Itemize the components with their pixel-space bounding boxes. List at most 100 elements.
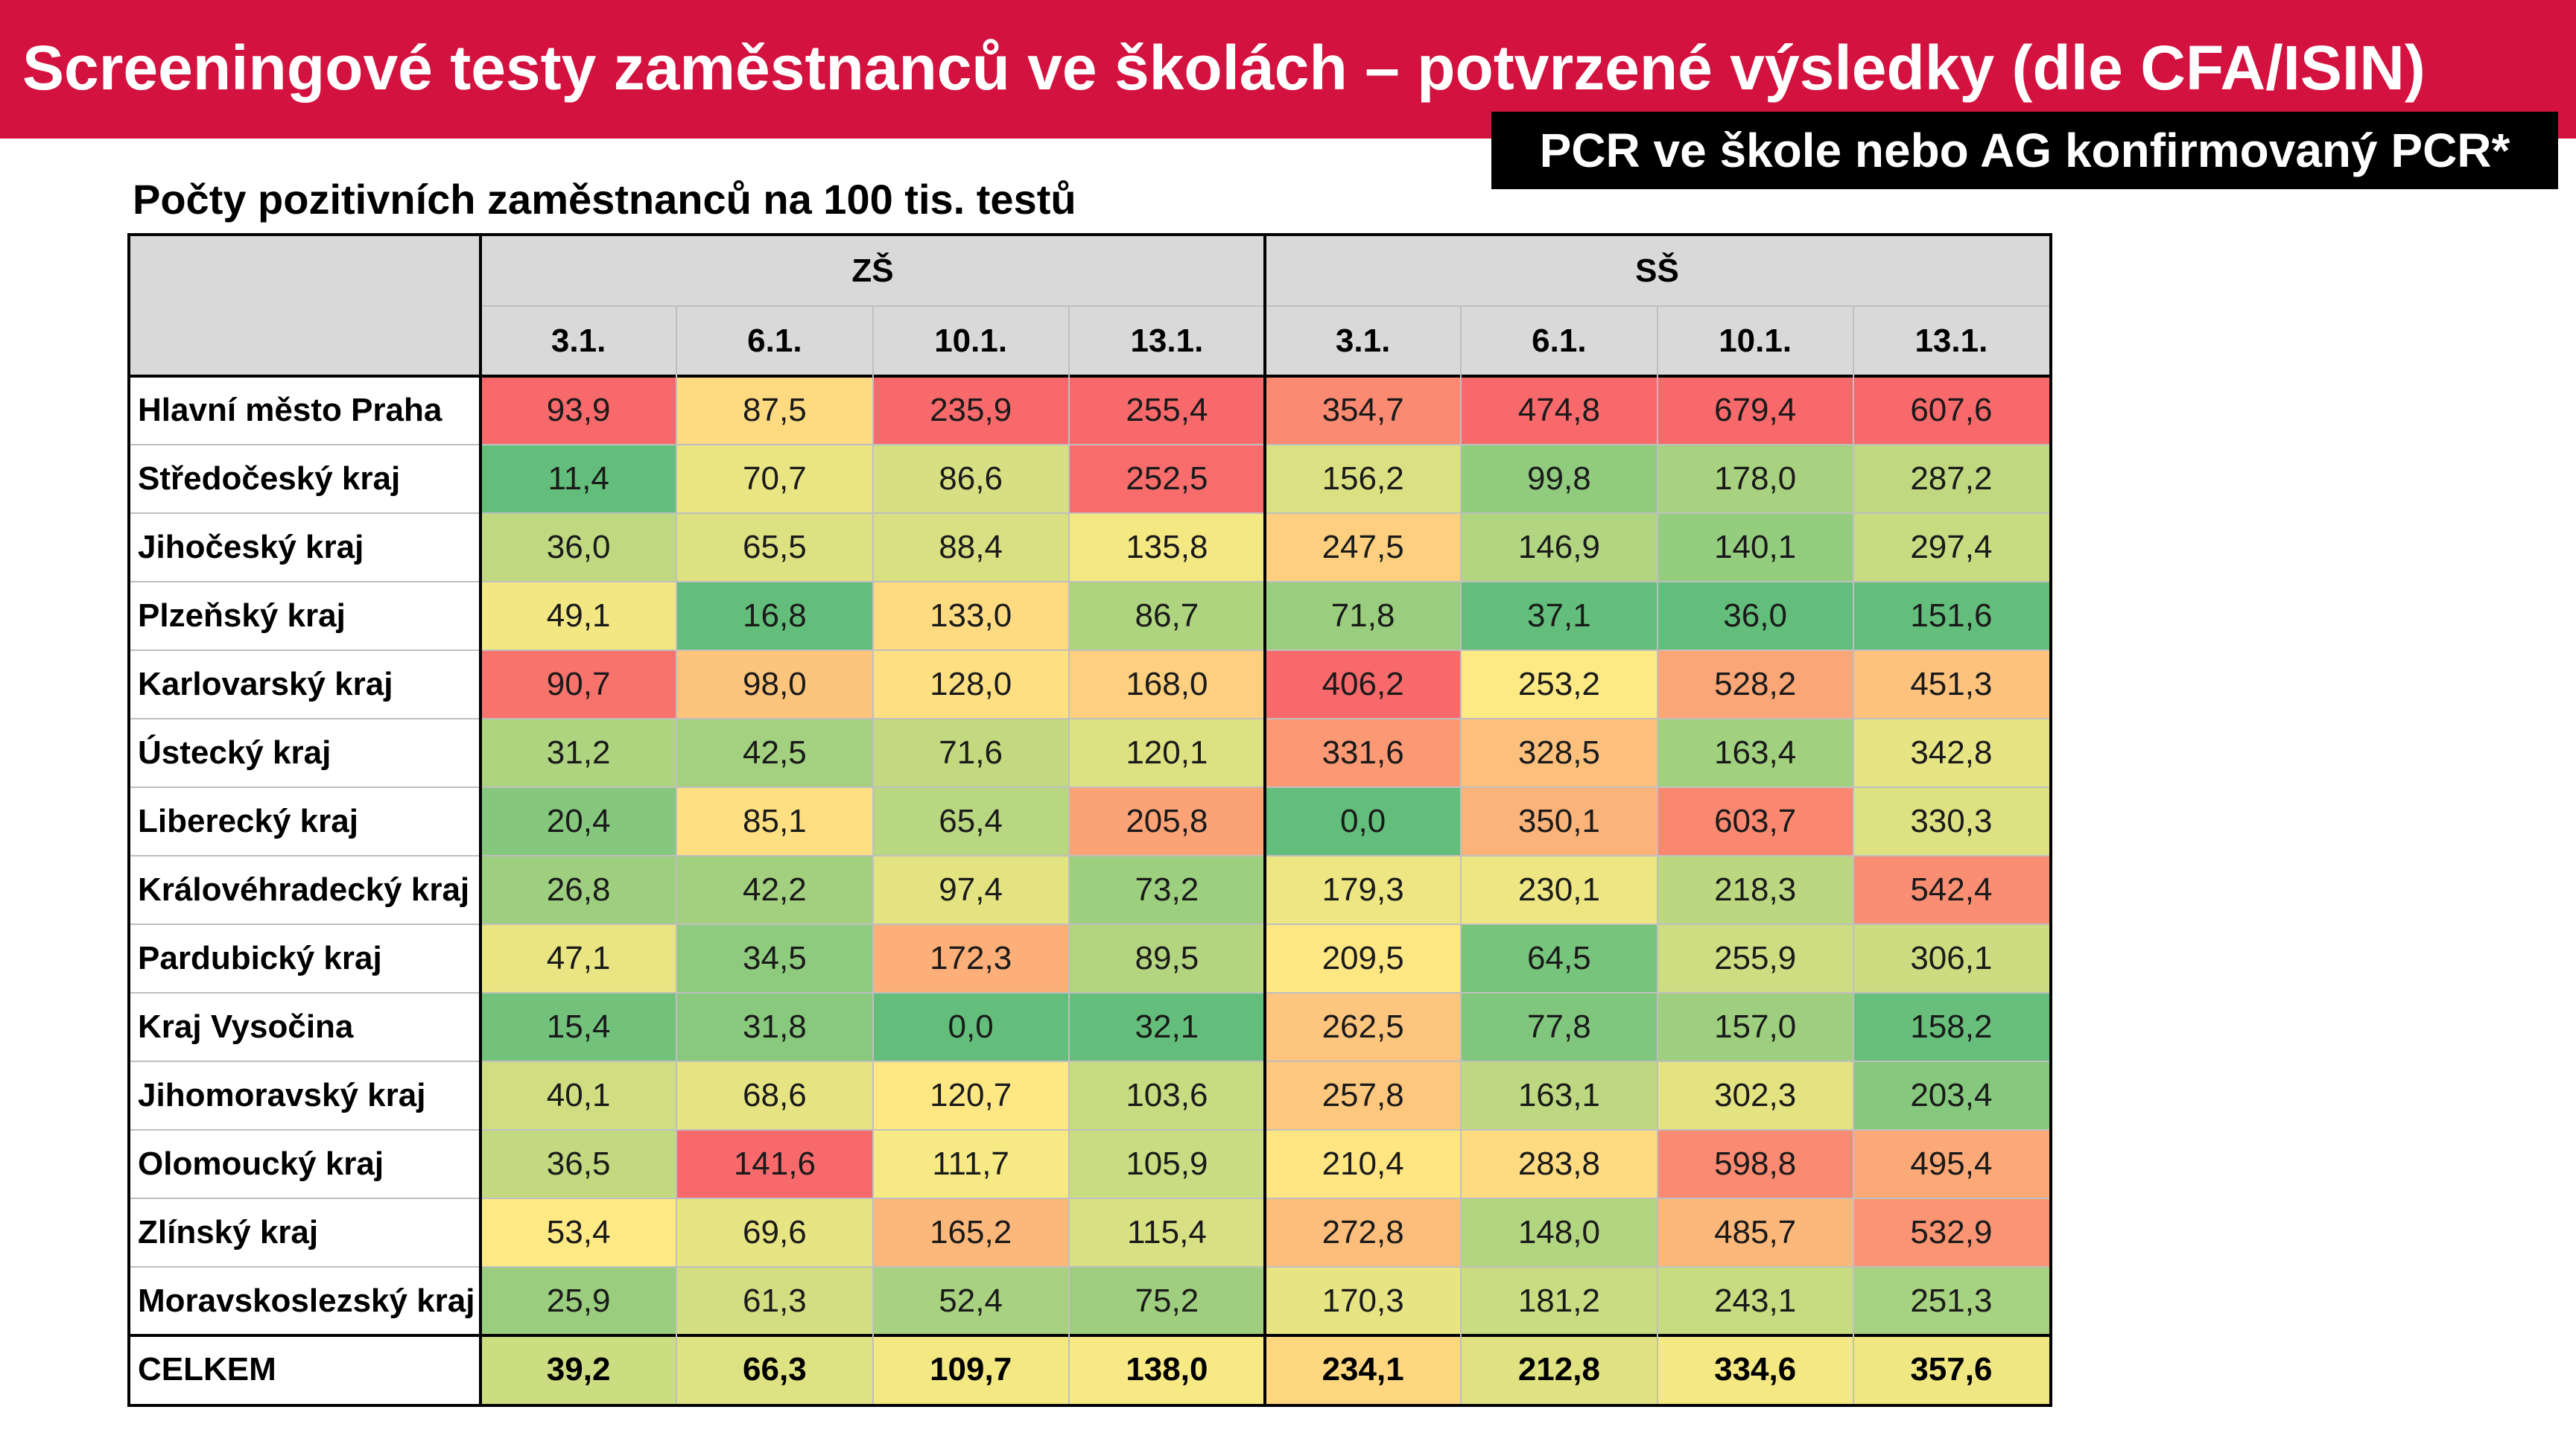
- heatmap-value-cell: 158,2: [1853, 993, 2049, 1061]
- heatmap-value-cell: 528,2: [1657, 650, 1853, 719]
- total-value-cell: 66,3: [676, 1335, 873, 1404]
- corner-header-cell: [130, 236, 480, 376]
- total-value-cell: 39,2: [480, 1335, 677, 1404]
- heatmap-value-cell: 474,8: [1461, 376, 1657, 445]
- row-divider: [130, 1198, 2049, 1199]
- heatmap-value-cell: 99,8: [1461, 445, 1657, 513]
- heatmap-value-cell: 178,0: [1657, 445, 1853, 513]
- total-value-cell: 357,6: [1853, 1335, 2049, 1404]
- heatmap-value-cell: 115,4: [1068, 1198, 1265, 1267]
- heatmap-value-cell: 65,5: [676, 513, 873, 582]
- heatmap-value-cell: 406,2: [1265, 650, 1462, 719]
- heatmap-value-cell: 495,4: [1853, 1130, 2049, 1198]
- heatmap-value-cell: 73,2: [1068, 856, 1265, 924]
- heatmap-value-cell: 257,8: [1265, 1061, 1462, 1130]
- heatmap-value-cell: 255,9: [1657, 924, 1853, 993]
- heatmap-value-cell: 85,1: [676, 787, 873, 856]
- heatmap-value-cell: 247,5: [1265, 513, 1462, 582]
- heatmap-value-cell: 542,4: [1853, 856, 2049, 924]
- heatmap-value-cell: 64,5: [1461, 924, 1657, 993]
- heatmap-value-cell: 68,6: [676, 1061, 873, 1130]
- heatmap-value-cell: 36,0: [1657, 582, 1853, 650]
- total-value-cell: 109,7: [872, 1335, 1069, 1404]
- heatmap-value-cell: 133,0: [872, 582, 1069, 650]
- row-divider: [130, 444, 2049, 445]
- heatmap-value-cell: 331,6: [1265, 719, 1462, 787]
- heatmap-value-cell: 163,1: [1461, 1061, 1657, 1130]
- heatmap-value-cell: 61,3: [676, 1267, 873, 1335]
- date-header: 3.1.: [480, 306, 677, 376]
- row-divider: [130, 1266, 2049, 1268]
- heatmap-value-cell: 31,2: [480, 719, 677, 787]
- heatmap-value-cell: 97,4: [872, 856, 1069, 924]
- heatmap-value-cell: 151,6: [1853, 582, 2049, 650]
- row-divider: [130, 718, 2049, 719]
- total-divider: [130, 1334, 2049, 1337]
- heatmap-value-cell: 485,7: [1657, 1198, 1853, 1267]
- total-value-cell: 334,6: [1657, 1335, 1853, 1404]
- date-header: 13.1.: [1068, 306, 1265, 376]
- heatmap-value-cell: 172,3: [872, 924, 1069, 993]
- group-divider: [1263, 236, 1266, 1404]
- column-divider: [1656, 306, 1658, 1404]
- method-badge: PCR ve škole nebo AG konfirmovaný PCR*: [1491, 112, 2558, 189]
- slide-title: Screeningové testy zaměstnanců ve školác…: [22, 33, 2426, 103]
- heatmap-value-cell: 330,3: [1853, 787, 2049, 856]
- heatmap-value-cell: 451,3: [1853, 650, 2049, 719]
- heatmap-value-cell: 87,5: [676, 376, 873, 445]
- heatmap-value-cell: 179,3: [1265, 856, 1462, 924]
- row-divider: [130, 992, 2049, 994]
- heatmap-value-cell: 272,8: [1265, 1198, 1462, 1267]
- row-divider: [130, 924, 2049, 925]
- date-header: 10.1.: [1657, 306, 1853, 376]
- heatmap-value-cell: 52,4: [872, 1267, 1069, 1335]
- heatmap-value-cell: 36,0: [480, 513, 677, 582]
- heatmap-value-cell: 53,4: [480, 1198, 677, 1267]
- heatmap-value-cell: 105,9: [1068, 1130, 1265, 1198]
- column-divider: [676, 306, 678, 1404]
- heatmap-value-cell: 210,4: [1265, 1130, 1462, 1198]
- heatmap-value-cell: 140,1: [1657, 513, 1853, 582]
- total-value-cell: 212,8: [1461, 1335, 1657, 1404]
- heatmap-value-cell: 354,7: [1265, 376, 1462, 445]
- heatmap-value-cell: 15,4: [480, 993, 677, 1061]
- heatmap-value-cell: 302,3: [1657, 1061, 1853, 1130]
- title-banner: Screeningové testy zaměstnanců ve školác…: [0, 0, 2576, 139]
- heatmap-value-cell: 37,1: [1461, 582, 1657, 650]
- heatmap-value-cell: 75,2: [1068, 1267, 1265, 1335]
- heatmap-value-cell: 603,7: [1657, 787, 1853, 856]
- heatmap-value-cell: 77,8: [1461, 993, 1657, 1061]
- column-divider: [1067, 306, 1070, 1404]
- date-header: 6.1.: [1461, 306, 1657, 376]
- heatmap-value-cell: 253,2: [1461, 650, 1657, 719]
- date-header: 13.1.: [1853, 306, 2049, 376]
- row-divider: [130, 649, 2049, 651]
- table-caption: Počty pozitivních zaměstnanců na 100 tis…: [133, 176, 1076, 223]
- region-label: Liberecký kraj: [130, 787, 480, 856]
- heatmap-value-cell: 128,0: [872, 650, 1069, 719]
- heatmap-value-cell: 16,8: [676, 582, 873, 650]
- region-label: Pardubický kraj: [130, 924, 480, 993]
- region-label: Hlavní město Praha: [130, 376, 480, 445]
- region-label: Karlovarský kraj: [130, 650, 480, 719]
- heatmap-value-cell: 34,5: [676, 924, 873, 993]
- heatmap-value-cell: 86,6: [872, 445, 1069, 513]
- region-label: Jihočeský kraj: [130, 513, 480, 582]
- region-label: Středočeský kraj: [130, 445, 480, 513]
- heatmap-value-cell: 88,4: [872, 513, 1069, 582]
- heatmap-value-cell: 235,9: [872, 376, 1069, 445]
- heatmap-value-cell: 328,5: [1461, 719, 1657, 787]
- group-header-zs: ZŠ: [480, 236, 1265, 306]
- heatmap-value-cell: 40,1: [480, 1061, 677, 1130]
- heatmap-value-cell: 36,5: [480, 1130, 677, 1198]
- heatmap-value-cell: 65,4: [872, 787, 1069, 856]
- heatmap-value-cell: 11,4: [480, 445, 677, 513]
- heatmap-value-cell: 47,1: [480, 924, 677, 993]
- heatmap-value-cell: 218,3: [1657, 856, 1853, 924]
- column-divider: [1852, 306, 1854, 1404]
- heatmap-value-cell: 42,2: [676, 856, 873, 924]
- column-divider: [1460, 306, 1462, 1404]
- group-header-ss: SŠ: [1265, 236, 2049, 306]
- heatmap-value-cell: 135,8: [1068, 513, 1265, 582]
- row-divider: [130, 855, 2049, 857]
